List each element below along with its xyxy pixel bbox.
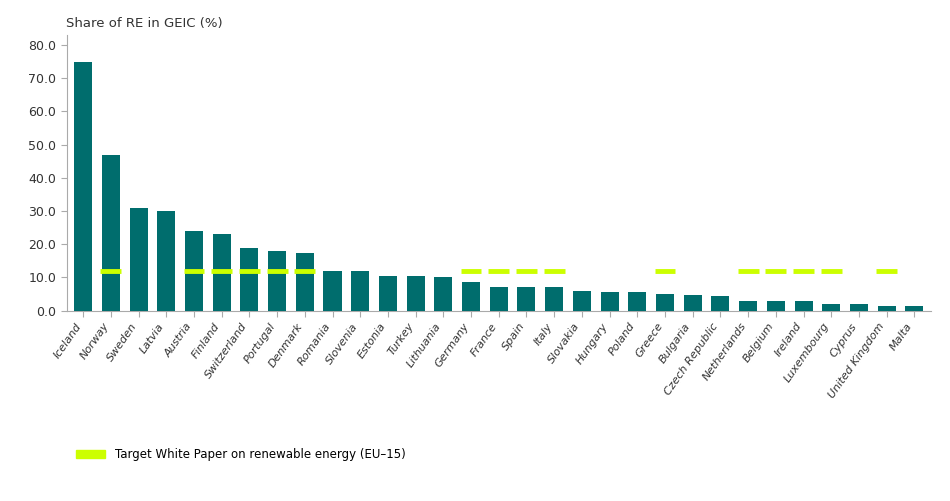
Bar bbox=[74, 62, 92, 311]
Bar bbox=[352, 271, 370, 311]
Bar bbox=[213, 234, 231, 311]
Bar bbox=[518, 288, 536, 311]
Text: Share of RE in GEIC (%): Share of RE in GEIC (%) bbox=[66, 17, 223, 30]
Bar bbox=[462, 283, 480, 311]
Bar bbox=[324, 271, 341, 311]
Bar bbox=[102, 155, 120, 311]
Bar bbox=[129, 208, 147, 311]
Bar bbox=[158, 211, 175, 311]
Legend: Target White Paper on renewable energy (EU–15): Target White Paper on renewable energy (… bbox=[72, 444, 409, 464]
Bar bbox=[656, 294, 674, 311]
Bar bbox=[628, 293, 646, 311]
Bar bbox=[240, 247, 258, 311]
Bar bbox=[823, 304, 840, 311]
Bar bbox=[850, 304, 868, 311]
Bar bbox=[684, 295, 702, 311]
Bar bbox=[434, 278, 452, 311]
Bar bbox=[712, 296, 730, 311]
Bar bbox=[379, 276, 397, 311]
Bar bbox=[545, 288, 563, 311]
Bar bbox=[739, 301, 757, 311]
Bar bbox=[295, 253, 314, 311]
Bar bbox=[794, 301, 812, 311]
Bar bbox=[878, 306, 896, 311]
Bar bbox=[490, 288, 507, 311]
Bar bbox=[185, 231, 203, 311]
Bar bbox=[268, 251, 286, 311]
Bar bbox=[905, 306, 923, 311]
Bar bbox=[767, 301, 785, 311]
Bar bbox=[573, 291, 591, 311]
Bar bbox=[600, 293, 618, 311]
Bar bbox=[407, 276, 425, 311]
